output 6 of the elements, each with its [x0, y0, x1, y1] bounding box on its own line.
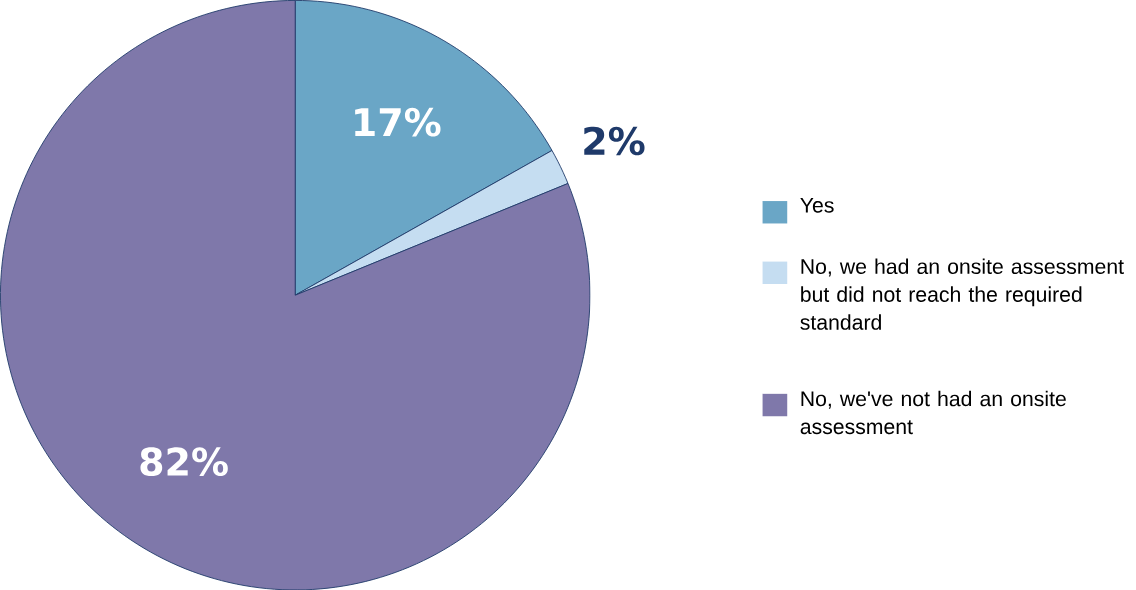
- data-label: 17%: [355, 107, 441, 137]
- data-label: 82%: [140, 447, 228, 476]
- legend-label: No, we've not had an onsite assessment: [800, 390, 1066, 434]
- legend-label: Yes: [800, 197, 834, 213]
- legend-label: No, we had an onsite assessment but did not reach the required standard: [800, 258, 1124, 330]
- data-label: 2%: [584, 126, 645, 156]
